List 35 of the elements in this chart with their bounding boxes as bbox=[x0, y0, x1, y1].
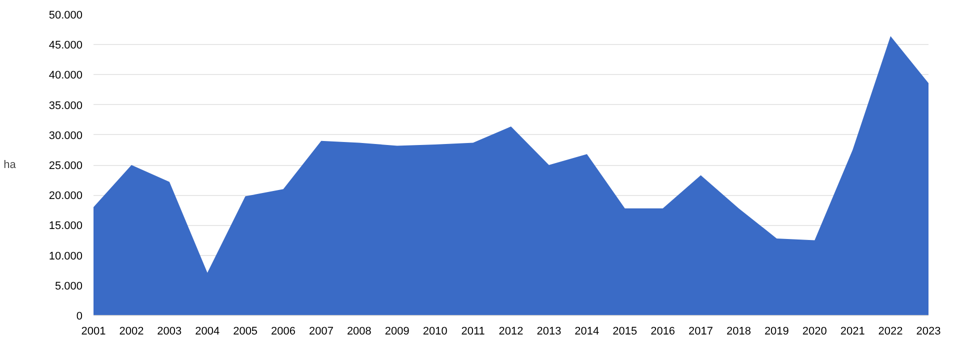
y-tick-label: 0 bbox=[76, 310, 83, 322]
x-tick-label: 2005 bbox=[233, 326, 258, 338]
x-tick-label: 2003 bbox=[157, 326, 182, 338]
x-tick-label: 2011 bbox=[461, 326, 485, 338]
x-tick-label: 2013 bbox=[536, 326, 562, 338]
x-tick-label: 2022 bbox=[878, 326, 903, 338]
x-tick-label: 2014 bbox=[574, 326, 600, 338]
x-tick-label: 2004 bbox=[195, 326, 220, 338]
y-tick-label: 35.000 bbox=[48, 100, 83, 112]
x-tick-label: 2001 bbox=[81, 326, 106, 338]
x-tick-label: 2009 bbox=[384, 326, 410, 338]
y-tick-label: 10.000 bbox=[48, 250, 83, 262]
y-tick-label: 15.000 bbox=[48, 220, 83, 232]
y-tick-label: 20.000 bbox=[48, 190, 83, 202]
y-tick-label: 45.000 bbox=[48, 40, 83, 52]
x-tick-label: 2008 bbox=[346, 326, 372, 338]
y-tick-label: 5.000 bbox=[54, 280, 83, 292]
x-tick-label: 2012 bbox=[498, 326, 524, 338]
x-tick-label: 2017 bbox=[688, 326, 714, 338]
x-tick-label: 2021 bbox=[840, 326, 865, 338]
y-axis-title: ha bbox=[4, 159, 17, 171]
x-tick-label: 2019 bbox=[764, 326, 789, 338]
x-tick-label: 2006 bbox=[271, 326, 296, 338]
x-tick-label: 2023 bbox=[916, 326, 941, 338]
y-tick-label: 40.000 bbox=[48, 70, 83, 82]
x-tick-label: 2018 bbox=[726, 326, 751, 338]
x-tick-label: 2020 bbox=[802, 326, 827, 338]
x-tick-label: 2015 bbox=[612, 326, 638, 338]
x-tick-label: 2002 bbox=[119, 326, 144, 338]
y-tick-label: 30.000 bbox=[48, 130, 83, 142]
x-tick-label: 2010 bbox=[422, 326, 448, 338]
x-tick-label: 2007 bbox=[308, 326, 334, 338]
x-tick-label: 2016 bbox=[650, 326, 676, 338]
y-tick-label: 25.000 bbox=[48, 160, 83, 172]
y-tick-label: 50.000 bbox=[48, 10, 83, 22]
